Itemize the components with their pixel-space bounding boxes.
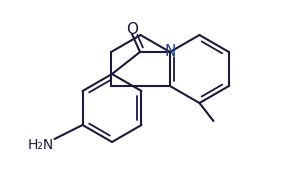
Text: N: N xyxy=(164,43,176,59)
Text: O: O xyxy=(126,22,138,38)
Text: H₂N: H₂N xyxy=(27,138,54,152)
